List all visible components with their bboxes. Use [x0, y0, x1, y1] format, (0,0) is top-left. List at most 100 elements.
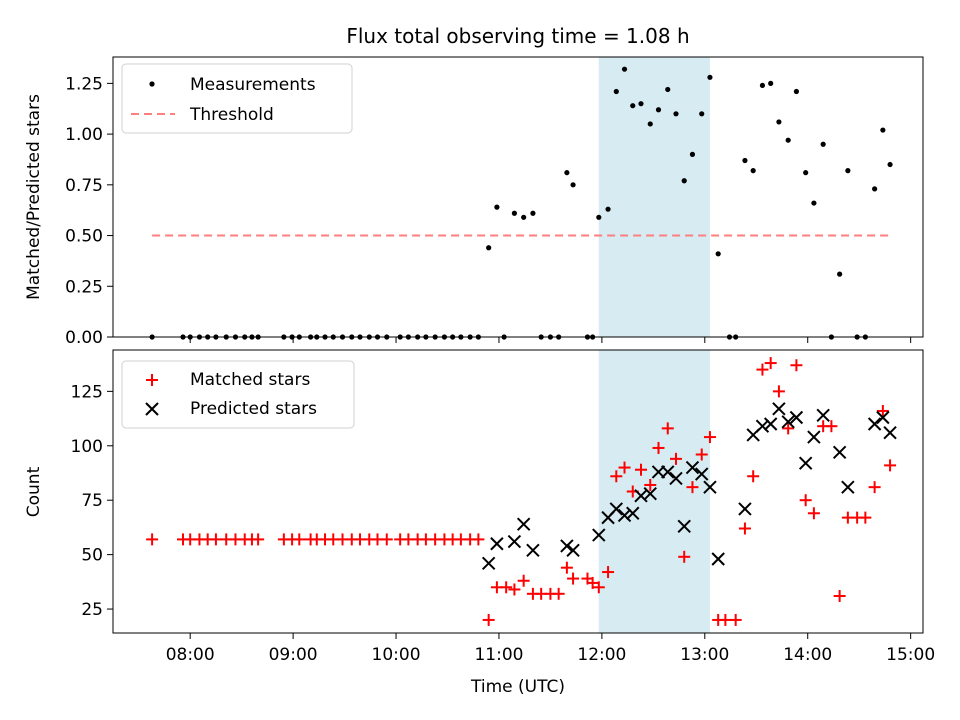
count-axes-frame	[112, 349, 924, 634]
predicted-star-point-b	[772, 402, 786, 416]
matched-star-point	[146, 533, 159, 546]
count-panel: 25 50 75 100 125 08:00 09:00 10:00 11:00 12:00 13…	[24, 349, 935, 665]
predicted-star-point	[507, 534, 522, 549]
y-tick-label: 0.25	[65, 277, 103, 297]
predicted-star-point-b	[677, 519, 691, 534]
matched-star-point	[209, 533, 222, 546]
matched-star-point	[669, 452, 682, 465]
count-y-ticks: 25 50 75 100 125	[71, 382, 113, 620]
matched-star-point	[799, 494, 812, 507]
predicted-star-point	[789, 410, 804, 425]
predicted-star-point-b	[832, 445, 847, 460]
ratio-x-ticks	[189, 337, 912, 343]
chart-title: Flux total observing time = 1.08 h	[346, 24, 689, 48]
matched-star-point	[508, 583, 521, 596]
predicted-star-point-b	[711, 552, 725, 566]
predicted-star-point-b	[763, 417, 778, 431]
matched-star-point	[876, 404, 889, 417]
matched-star-point	[825, 420, 838, 433]
measurement-point	[837, 271, 843, 277]
legend-matched-label: Matched stars	[190, 370, 310, 390]
measurement-point	[596, 214, 602, 220]
count-marks	[146, 357, 897, 626]
predicted-star-point-b	[703, 480, 717, 494]
predicted-star-point	[883, 426, 897, 440]
x-tick-label: 15:00	[886, 645, 935, 665]
matched-star-point	[618, 461, 631, 474]
matched-star-point	[884, 459, 897, 472]
matched-star-point	[772, 385, 785, 398]
ratio-y-ticks: 0.00 0.25 0.50 0.75 1.00 1.25	[65, 74, 113, 348]
predicted-star-point-b	[789, 410, 804, 425]
x-tick-label: 12:00	[577, 645, 626, 665]
measurement-point	[511, 210, 517, 216]
predicted-star-point-b	[643, 486, 657, 501]
predicted-star-point	[566, 543, 580, 557]
measurement-point	[811, 200, 817, 206]
predicted-star-point	[798, 456, 813, 470]
predicted-star-point-b	[516, 517, 531, 531]
x-axis-label: Time (UTC)	[470, 677, 565, 697]
predicted-star-point	[832, 445, 847, 460]
count-x-ticks: 08:00 09:00 10:00 11:00 12:00 13:00 14:00 15:00	[166, 633, 935, 665]
matched-star-point	[703, 431, 716, 444]
matched-star-point	[868, 481, 881, 494]
measurement-point	[673, 111, 679, 117]
predicted-star-point-b	[876, 410, 890, 425]
predicted-star-point-b	[781, 415, 795, 429]
matched-star-point	[782, 422, 795, 435]
ratio-axes-frame	[112, 56, 924, 338]
matched-star-point	[552, 587, 565, 600]
predicted-star-point-b	[661, 465, 675, 479]
y-tick-label: 25	[81, 600, 103, 620]
matched-star-point	[602, 566, 615, 579]
measurement-point	[768, 80, 774, 86]
predicted-star-point	[669, 471, 683, 486]
predicted-star-point	[626, 506, 640, 520]
measurement-point	[699, 111, 705, 117]
legend-matched-marker	[146, 374, 158, 386]
predicted-star-point	[685, 460, 700, 475]
measurement-point	[564, 170, 570, 176]
matched-star-point	[756, 363, 769, 376]
y-tick-label: 75	[81, 491, 103, 511]
x-tick-label: 08:00	[166, 645, 215, 665]
predicted-star-point	[516, 517, 531, 531]
legend-predicted-label: Predicted stars	[190, 399, 317, 419]
matched-star-point	[807, 507, 820, 520]
matched-star-point	[719, 613, 732, 626]
matched-star-point	[472, 533, 485, 546]
measurement-point	[613, 88, 619, 95]
measurement-point	[638, 101, 644, 107]
predicted-star-point	[526, 543, 540, 557]
matched-star-point	[729, 613, 742, 626]
predicted-star-point-b	[566, 543, 580, 557]
predicted-star-point-b	[695, 467, 709, 481]
predicted-star-point	[490, 537, 504, 551]
y-tick-label: 100	[71, 437, 103, 457]
predicted-star-point	[617, 508, 632, 523]
measurement-point	[655, 107, 662, 113]
matched-star-point	[661, 422, 674, 435]
matched-star-point	[610, 470, 623, 483]
predicted-star-point	[755, 419, 770, 433]
observing-window-span	[598, 350, 710, 633]
y-tick-label: 0.50	[65, 227, 103, 247]
predicted-star-point	[609, 502, 623, 516]
predicted-star-point-b	[526, 543, 540, 557]
predicted-star-point	[592, 528, 606, 542]
legend-threshold-label: Threshold	[189, 105, 274, 125]
y-tick-label: 125	[71, 382, 103, 402]
measurement-point	[803, 170, 809, 176]
predicted-star-point-b	[490, 537, 504, 551]
y-tick-label: 1.00	[65, 125, 103, 145]
x-tick-label: 14:00	[783, 645, 832, 665]
predicted-star-point-b	[560, 539, 574, 553]
x-tick-label: 13:00	[680, 645, 729, 665]
matched-star-point	[634, 463, 647, 476]
x-tick-label: 10:00	[372, 645, 421, 665]
predicted-star-point	[738, 502, 752, 516]
predicted-star-point	[481, 556, 496, 571]
measurement-point	[872, 186, 878, 192]
